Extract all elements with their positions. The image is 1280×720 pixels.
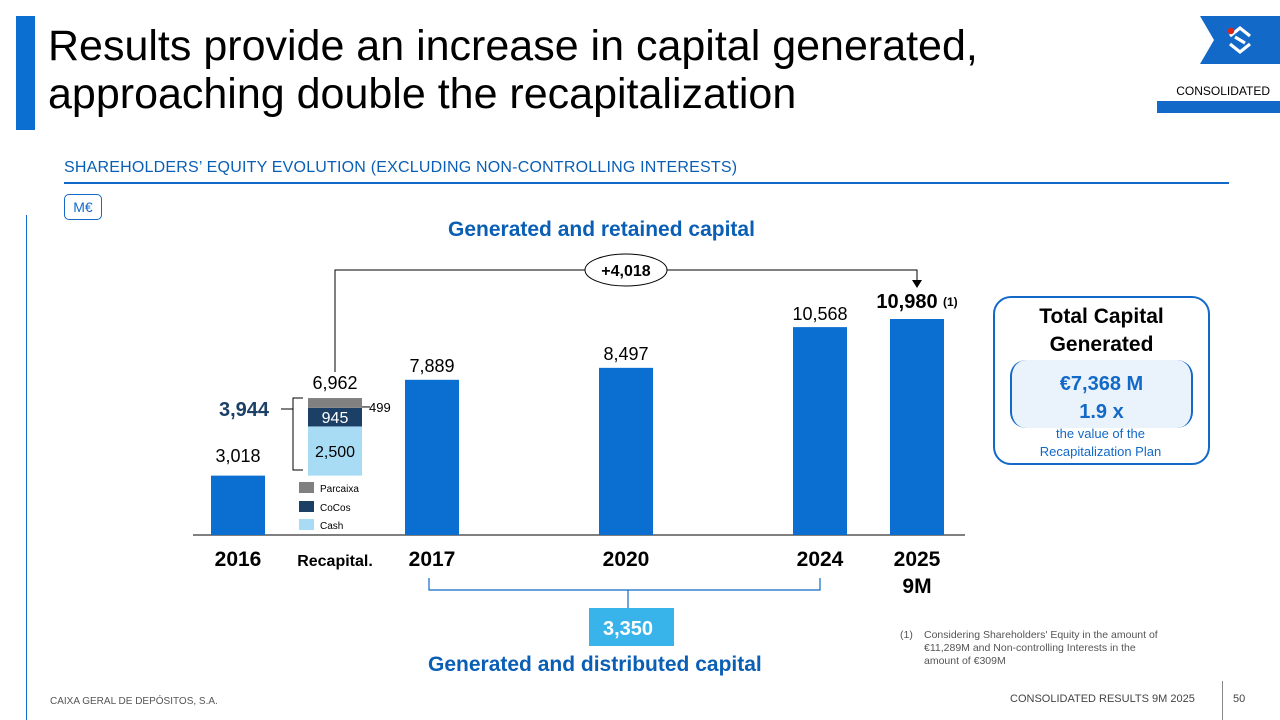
- category-label-3-0: 2020: [603, 548, 650, 571]
- section-title: SHAREHOLDERS’ EQUITY EVOLUTION (EXCLUDIN…: [64, 159, 738, 176]
- legend-swatch-cocos: [299, 501, 314, 512]
- bar-2024: [793, 327, 847, 535]
- total-capital-box: [993, 296, 1210, 465]
- unit-badge: M€: [64, 194, 102, 220]
- value-label-0: 3,018: [215, 446, 260, 466]
- total-capital-value: €7,368 M 1.9 x: [1010, 370, 1193, 426]
- total-capital-title-line2: Generated: [1049, 333, 1154, 356]
- footnote-text: Considering Shareholders' Equity in the …: [924, 629, 1158, 667]
- recap-segment-label-parcaixa: 499: [369, 400, 391, 415]
- footer-company: CAIXA GERAL DE DEPÓSITOS, S.A.: [50, 696, 218, 707]
- value-label-superscript: (1): [943, 295, 958, 309]
- total-capital-amount: €7,368 M: [1059, 373, 1144, 395]
- title-accent-bar: [16, 16, 35, 130]
- value-label-1: 6,962: [312, 373, 357, 393]
- total-capital-note-line1: the value of the: [1056, 426, 1145, 441]
- page-title-line1: Results provide an increase in capital g…: [48, 22, 978, 70]
- total-capital-value-panel: [1010, 360, 1193, 428]
- recap-bracket: [292, 397, 303, 471]
- bar-2025-9m: [890, 319, 944, 535]
- category-label-5-0: 2025: [894, 548, 941, 571]
- cgd-logo-icon: [1200, 16, 1280, 64]
- section-divider: [64, 182, 1229, 184]
- total-capital-multiple: 1.9 x: [1079, 401, 1124, 423]
- category-label-4-0: 2024: [797, 548, 844, 571]
- recap-segment-cocos: [308, 407, 362, 427]
- distributed-value-label: 3,350: [603, 618, 653, 640]
- category-label-5-1: 9M: [902, 575, 931, 598]
- heading-distributed-capital: Generated and distributed capital: [428, 653, 762, 676]
- recap-segment-label-cash: 2,500: [315, 444, 355, 461]
- category-label-0-0: 2016: [215, 548, 262, 571]
- footer-separator: [1222, 681, 1223, 720]
- recap-total-label: 3,944: [219, 399, 270, 421]
- left-vertical-rule: [26, 215, 27, 720]
- bar-2017: [405, 379, 459, 535]
- footnote: (1) Considering Shareholders' Equity in …: [900, 629, 1160, 668]
- bar-2016: [211, 475, 265, 535]
- distributed-bracket: [428, 578, 821, 591]
- value-label-3: 8,497: [603, 344, 648, 364]
- total-capital-title: Total Capital Generated: [993, 303, 1210, 359]
- heading-retained-capital: Generated and retained capital: [448, 218, 755, 241]
- recap-segment-cash: [308, 426, 362, 476]
- footer-report-name: CONSOLIDATED RESULTS 9M 2025: [1010, 693, 1195, 705]
- total-capital-note-line2: Recapitalization Plan: [1039, 444, 1162, 459]
- bar-2020: [599, 367, 653, 535]
- page-title: Results provide an increase in capital g…: [48, 22, 978, 118]
- increase-arrowhead: [912, 280, 922, 288]
- increase-ellipse: [584, 253, 668, 287]
- recap-segment-parcaixa: [308, 398, 362, 408]
- page-title-line2: approaching double the recapitalization: [48, 70, 797, 118]
- total-capital-note: the value of the Recapitalization Plan: [1000, 425, 1201, 461]
- value-label-4: 10,568: [792, 304, 847, 324]
- value-label-2: 7,889: [409, 356, 454, 376]
- legend-swatch-parcaixa: [299, 482, 314, 493]
- legend-label-parcaixa: Parcaixa: [320, 484, 359, 495]
- distributed-value-box: [589, 608, 674, 646]
- footnote-number: (1): [900, 629, 913, 641]
- page-number: 50: [1233, 693, 1246, 705]
- legend-label-cash: Cash: [320, 521, 343, 532]
- recap-segment-label-cocos: 945: [322, 410, 349, 427]
- legend-swatch-cash: [299, 519, 314, 530]
- value-label-5: 10,980: [876, 291, 937, 313]
- category-label-1-0: Recapital.: [297, 553, 373, 570]
- total-capital-title-line1: Total Capital: [1039, 305, 1164, 328]
- consolidated-badge: CONSOLIDATED: [1176, 84, 1270, 98]
- legend-label-cocos: CoCos: [320, 503, 351, 514]
- consolidated-badge-bar: [1157, 101, 1280, 113]
- category-label-2-0: 2017: [409, 548, 456, 571]
- increase-label: +4,018: [601, 263, 650, 280]
